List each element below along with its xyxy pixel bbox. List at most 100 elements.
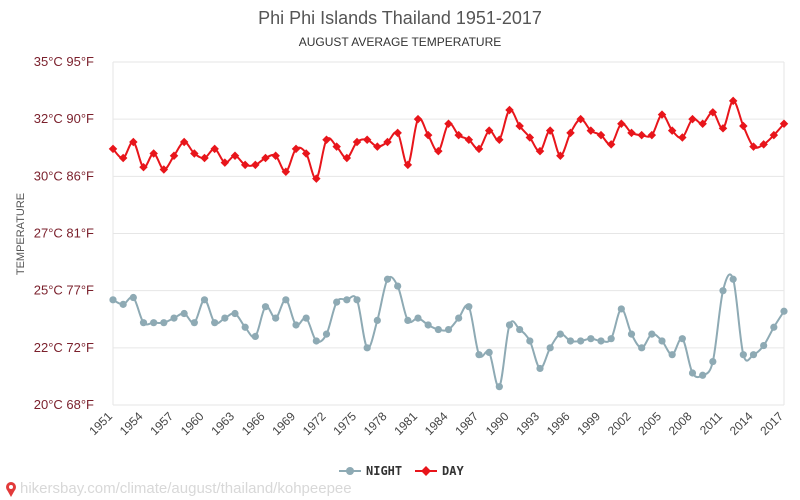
data-point-night[interactable] — [312, 337, 320, 345]
data-point-day[interactable] — [240, 160, 250, 170]
data-point-night[interactable] — [434, 325, 442, 334]
data-point-night[interactable] — [607, 335, 615, 343]
data-point-day[interactable] — [505, 105, 514, 115]
data-point-night[interactable] — [516, 325, 524, 334]
data-point-night[interactable] — [383, 275, 392, 283]
data-point-night[interactable] — [170, 314, 178, 322]
data-point-night[interactable] — [495, 383, 503, 391]
data-point-night[interactable] — [231, 309, 239, 318]
data-point-night[interactable] — [577, 337, 585, 345]
data-point-day[interactable] — [301, 149, 311, 158]
data-point-night[interactable] — [638, 344, 646, 352]
data-point-day[interactable] — [637, 130, 646, 140]
data-point-day[interactable] — [352, 137, 362, 147]
data-point-day[interactable] — [464, 135, 474, 144]
data-point-night[interactable] — [190, 319, 198, 327]
data-point-night[interactable] — [587, 335, 595, 343]
data-point-night[interactable] — [333, 298, 341, 306]
data-point-day[interactable] — [647, 130, 657, 140]
data-point-night[interactable] — [526, 337, 534, 345]
data-point-night[interactable] — [729, 275, 737, 283]
data-point-day[interactable] — [332, 142, 341, 151]
data-point-day[interactable] — [271, 151, 280, 160]
data-point-day[interactable] — [434, 146, 443, 156]
data-point-night[interactable] — [221, 314, 229, 322]
data-point-night[interactable] — [160, 319, 168, 327]
data-point-night[interactable] — [465, 303, 473, 311]
data-point-night[interactable] — [272, 314, 280, 322]
source-link[interactable]: hikersbay.com/climate/august/thailand/ko… — [6, 480, 352, 497]
data-point-day[interactable] — [179, 137, 189, 147]
data-point-night[interactable] — [211, 319, 219, 327]
data-point-day[interactable] — [495, 135, 504, 144]
data-point-night[interactable] — [343, 296, 351, 304]
data-point-day[interactable] — [220, 158, 230, 167]
data-point-night[interactable] — [719, 287, 727, 295]
data-point-day[interactable] — [129, 137, 138, 147]
data-point-day[interactable] — [423, 130, 433, 140]
data-point-night[interactable] — [597, 337, 605, 345]
data-point-night[interactable] — [292, 321, 300, 329]
data-point-night[interactable] — [617, 305, 625, 313]
data-point-day[interactable] — [190, 149, 199, 158]
data-point-night[interactable] — [129, 293, 137, 302]
data-point-night[interactable] — [485, 348, 493, 357]
data-point-night[interactable] — [546, 344, 554, 352]
data-point-night[interactable] — [363, 344, 371, 352]
data-point-day[interactable] — [159, 165, 169, 174]
data-point-night[interactable] — [627, 330, 636, 338]
data-point-day[interactable] — [281, 167, 291, 177]
data-point-day[interactable] — [362, 135, 372, 144]
data-point-night[interactable] — [455, 314, 463, 322]
data-point-night[interactable] — [404, 316, 412, 324]
data-point-day[interactable] — [393, 128, 402, 138]
data-point-day[interactable] — [474, 144, 484, 154]
data-point-day[interactable] — [118, 153, 128, 163]
data-point-night[interactable] — [302, 314, 310, 322]
data-point-night[interactable] — [739, 351, 747, 359]
data-point-day[interactable] — [251, 160, 260, 170]
data-point-night[interactable] — [699, 371, 707, 379]
data-point-night[interactable] — [780, 307, 788, 315]
data-point-night[interactable] — [536, 364, 544, 373]
data-point-night[interactable] — [749, 351, 758, 359]
data-point-night[interactable] — [770, 323, 778, 331]
data-point-night[interactable] — [241, 323, 249, 331]
legend-item-night[interactable]: NIGHT — [339, 464, 402, 478]
data-point-night[interactable] — [688, 369, 697, 377]
data-point-night[interactable] — [282, 296, 290, 304]
data-point-day[interactable] — [261, 153, 270, 163]
data-point-night[interactable] — [414, 314, 422, 322]
data-point-day[interactable] — [230, 151, 240, 160]
data-point-night[interactable] — [648, 330, 656, 338]
data-point-day[interactable] — [291, 144, 301, 154]
data-point-night[interactable] — [373, 316, 381, 324]
data-point-night[interactable] — [119, 300, 127, 308]
data-point-day[interactable] — [149, 149, 158, 158]
data-point-night[interactable] — [678, 335, 686, 343]
data-point-day[interactable] — [739, 121, 748, 131]
data-point-night[interactable] — [200, 296, 209, 304]
data-point-night[interactable] — [505, 321, 514, 329]
data-point-night[interactable] — [475, 351, 483, 359]
data-point-night[interactable] — [353, 296, 361, 304]
data-point-day[interactable] — [108, 144, 118, 154]
data-point-night[interactable] — [709, 357, 717, 366]
data-point-day[interactable] — [444, 119, 453, 128]
data-point-day[interactable] — [210, 144, 219, 154]
data-point-night[interactable] — [394, 282, 402, 290]
data-point-day[interactable] — [139, 162, 148, 172]
data-point-day[interactable] — [322, 135, 331, 144]
data-point-day[interactable] — [413, 114, 423, 124]
data-point-night[interactable] — [424, 321, 432, 329]
data-point-night[interactable] — [261, 303, 270, 311]
data-point-day[interactable] — [403, 160, 413, 170]
data-point-night[interactable] — [566, 337, 575, 345]
data-point-night[interactable] — [658, 337, 666, 345]
legend-item-day[interactable]: DAY — [415, 464, 464, 478]
data-point-night[interactable] — [760, 341, 768, 350]
data-point-night[interactable] — [180, 309, 188, 318]
data-point-day[interactable] — [312, 174, 321, 183]
data-point-day[interactable] — [373, 142, 382, 151]
data-point-day[interactable] — [200, 153, 209, 163]
